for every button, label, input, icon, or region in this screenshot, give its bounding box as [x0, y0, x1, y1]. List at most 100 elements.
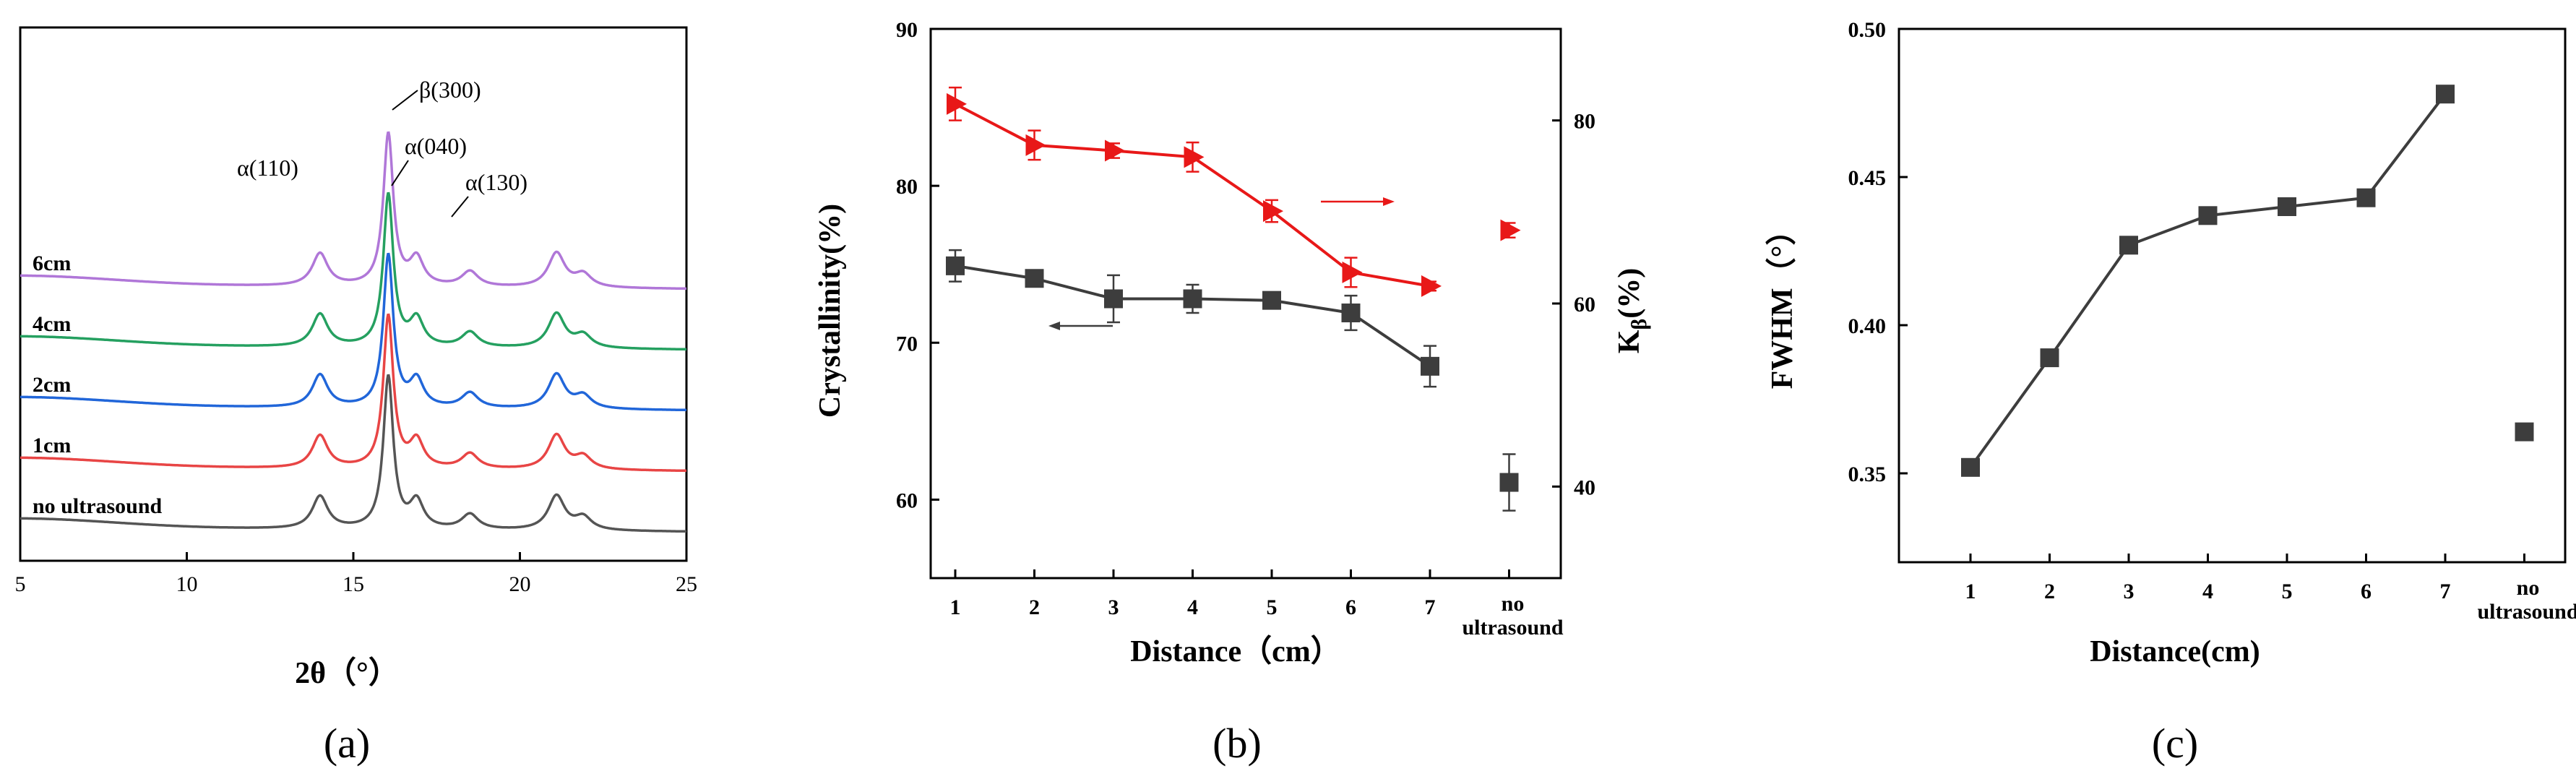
- xtick-label-ultrasound: ultrasound: [2477, 600, 2576, 624]
- curve-label-2: 2cm: [33, 373, 71, 397]
- series-line-0: [1969, 92, 2447, 468]
- marker-0-4: [2278, 197, 2296, 216]
- ytick-label-2: 80: [896, 175, 918, 199]
- marker-0-3: [1183, 289, 1202, 309]
- marker-2-5: [1342, 261, 1363, 283]
- xtick-label-5: 6: [2361, 580, 2372, 603]
- annotation-alpha-040: α(040): [405, 133, 467, 159]
- xtick-label-0: 1: [1965, 580, 1976, 603]
- curve-label-1: 1cm: [33, 434, 71, 457]
- marker-0-5: [1341, 304, 1361, 323]
- marker-2-3: [1184, 146, 1205, 168]
- xtick-label-1: 2: [2044, 580, 2055, 603]
- xrd-curve-3: [20, 191, 686, 351]
- xtick-label-3: 4: [1187, 595, 1198, 619]
- panel-c-y-axis-label: FWHM（°）: [1765, 215, 1799, 390]
- panel-a-xrd-chart: no ultrasound 1cm 2cm 4cm 6cm 5 10 15 20 25 α(11…: [15, 26, 697, 767]
- marker-0-6: [2436, 85, 2455, 104]
- xrd-curve-1: [20, 313, 686, 473]
- xrd-curve-4: [20, 131, 686, 290]
- marker-2-2: [1105, 139, 1125, 162]
- xtick-label-2: 3: [1108, 595, 1119, 619]
- panel-a-curve-labels: no ultrasound 1cm 2cm 4cm 6cm: [33, 251, 163, 518]
- kbeta-label-sub: β: [1627, 319, 1651, 330]
- xtick-label-0: 1: [950, 595, 961, 619]
- crystallinity-axis-arrow: [1048, 322, 1113, 330]
- xtick-label-ultrasound: ultrasound: [1462, 616, 1563, 640]
- marker-0-1: [2040, 348, 2059, 368]
- marker-2-0: [947, 92, 967, 115]
- panel-a-label: (a): [324, 720, 370, 767]
- xtick-label-no: no: [1502, 592, 1525, 616]
- xtick-label-3: 4: [2202, 580, 2213, 603]
- marker-2-6: [1421, 275, 1442, 297]
- xtick-label-4: 5: [1267, 595, 1278, 619]
- kbeta-label-rest: (%): [1613, 268, 1646, 319]
- marker-0-0: [1961, 457, 1980, 477]
- curve-label-4: 6cm: [33, 251, 71, 275]
- panel-b-y-axis-label: Crystallinity(%): [814, 204, 847, 418]
- curve-label-0: no ultrasound: [33, 494, 163, 518]
- ytick-label-1: 0.40: [1848, 314, 1887, 338]
- y2tick-label-1: 60: [1574, 293, 1595, 317]
- ytick-label-3: 0.50: [1848, 18, 1887, 42]
- xtick-label-2: 3: [2124, 580, 2135, 603]
- ytick-label-0: 0.35: [1848, 462, 1887, 486]
- xtick-label-4: 5: [2282, 580, 2293, 603]
- a-xtick-label-2: 15: [343, 572, 364, 596]
- marker-2-4: [1263, 200, 1283, 223]
- annotation-alpha-130-arrow: [451, 196, 469, 218]
- xtick-label-no: no: [2517, 576, 2540, 600]
- xtick-label-6: 7: [1425, 595, 1436, 619]
- marker-2-1: [1025, 134, 1046, 156]
- marker-0-5: [2356, 188, 2376, 207]
- curve-label-3: 4cm: [33, 312, 71, 336]
- a-xtick-label-3: 20: [509, 572, 531, 596]
- marker-1-0: [2515, 422, 2534, 442]
- annotation-alpha-110: α(110): [237, 155, 298, 181]
- xrd-curve-2: [20, 252, 686, 412]
- panel-b-series: [946, 86, 1521, 512]
- panel-c-series: [1961, 85, 2534, 477]
- panel-a-x-axis-label: 2θ（°）: [295, 656, 399, 690]
- marker-1-0: [1499, 473, 1519, 492]
- panel-c-frame: [1897, 27, 2567, 564]
- marker-0-1: [1025, 269, 1044, 288]
- xrd-curve-0: [20, 374, 686, 533]
- y2tick-label-2: 80: [1574, 110, 1595, 134]
- panel-a-x-ticks: 5 10 15 20 25: [15, 552, 697, 596]
- ytick-label-1: 70: [896, 332, 918, 356]
- xtick-label-6: 7: [2440, 580, 2451, 603]
- xtick-label-5: 6: [1345, 595, 1356, 619]
- marker-0-2: [1104, 289, 1123, 309]
- panel-b-x-axis-label: Distance（cm）: [1130, 634, 1341, 668]
- ytick-label-3: 90: [896, 18, 918, 42]
- ytick-label-0: 60: [896, 489, 918, 512]
- annotation-beta-300: β(300): [419, 77, 481, 103]
- panel-c-label: (c): [2152, 720, 2198, 767]
- panel-a-frame: [19, 26, 688, 562]
- marker-0-2: [2119, 236, 2138, 255]
- xtick-label-1: 2: [1029, 595, 1040, 619]
- marker-0-3: [2198, 206, 2218, 225]
- panel-b-y2-axis-label: Kβ(%): [1613, 268, 1651, 353]
- series-line-2: [955, 103, 1431, 288]
- annotation-alpha-130: α(130): [465, 169, 527, 195]
- y2tick-label-0: 40: [1574, 475, 1595, 499]
- marker-0-4: [1262, 290, 1281, 310]
- marker-3-0: [1500, 219, 1521, 241]
- kbeta-label-main: K: [1613, 330, 1646, 353]
- ytick-label-2: 0.45: [1848, 166, 1887, 190]
- a-xtick-label-0: 5: [15, 572, 26, 596]
- marker-0-6: [1421, 356, 1439, 376]
- kbeta-axis-arrow: [1321, 197, 1395, 206]
- panel-b-frame: [929, 27, 1562, 580]
- panel-b-label: (b): [1212, 720, 1262, 767]
- a-xtick-label-4: 25: [676, 572, 697, 596]
- annotation-beta-300-arrow: [392, 90, 418, 111]
